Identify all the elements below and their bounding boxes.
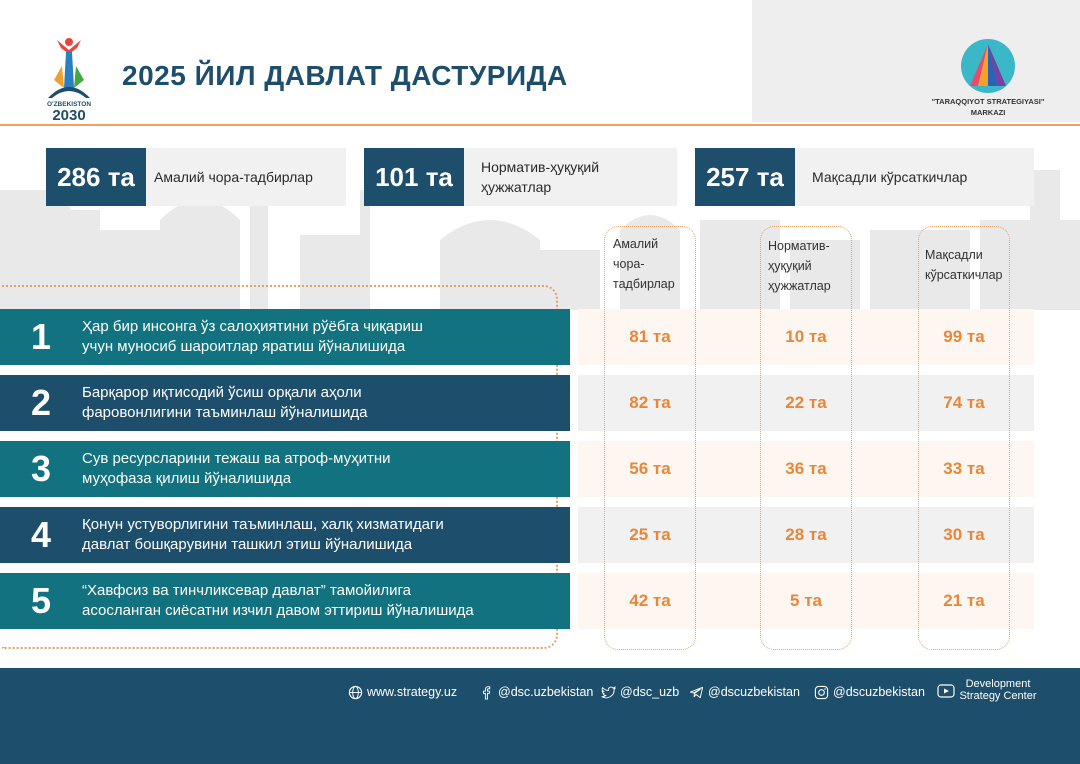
- value-cell: 30 та: [943, 525, 985, 544]
- stat-label: Норматив-ҳуқуқий ҳужжатлар: [481, 159, 600, 195]
- stat-box-target-indicators: 257 та Мақсадли кўрсаткичлар: [695, 148, 1034, 206]
- direction-bar: 2 Барқарор иқтисодий ўсиш орқали аҳоли ф…: [0, 375, 570, 431]
- row-values-background: [578, 507, 1034, 563]
- direction-number: 4: [30, 514, 52, 555]
- footer-telegram-text: @dscuzbekistan: [708, 685, 800, 699]
- table-row: 4 Қонун устуворлигини таъминлаш, халқ хи…: [0, 507, 1034, 563]
- row-values-background: [578, 375, 1034, 431]
- value-cell: 81 та: [629, 327, 671, 346]
- footer-brand: Development Strategy Center: [958, 678, 1038, 702]
- twitter-icon: [601, 685, 616, 698]
- footer-website-text: www.strategy.uz: [367, 685, 458, 699]
- footer-website-link[interactable]: www.strategy.uz: [348, 684, 457, 700]
- value-cell: 22 та: [785, 393, 827, 412]
- direction-bar: 4 Қонун устуворлигини таъминлаш, халқ хи…: [0, 507, 570, 563]
- value-cell: 36 та: [785, 459, 827, 478]
- direction-text-line: Ҳар бир инсонга ўз салоҳиятини рўёбга чи…: [82, 318, 423, 335]
- direction-text: Қонун устуворлигини таъминлаш, халқ хизм…: [82, 515, 444, 555]
- footer-facebook-link[interactable]: @dsc.uzbekistan: [479, 684, 593, 700]
- direction-text-line: давлат бошқарувини ташкил этиш йўналишид…: [82, 536, 413, 553]
- value-cell: 82 та: [629, 393, 671, 412]
- footer-twitter-link[interactable]: @dsc_uzb: [601, 684, 679, 700]
- uzbekistan-2030-logo: O'ZBEKISTON 2030: [47, 38, 91, 122]
- svg-text:2030: 2030: [52, 107, 85, 122]
- direction-text: “Хавфсиз ва тинчликсевар давлат” тамойил…: [82, 581, 474, 621]
- stat-number: 101 та: [364, 148, 464, 206]
- footer-telegram-link[interactable]: @dscuzbekistan: [689, 684, 800, 700]
- instagram-icon: [814, 685, 829, 699]
- stat-label: Мақсадли кўрсаткичлар: [812, 169, 968, 185]
- footer-twitter-text: @dsc_uzb: [620, 685, 680, 699]
- footer-brand-line: Development: [965, 678, 1031, 690]
- footer-brand-line: Strategy Center: [959, 690, 1037, 702]
- direction-text-line: учун муносиб шароитлар яратиш йўналишида: [82, 338, 406, 355]
- value-cell: 5 та: [790, 591, 822, 610]
- value-cell: 21 та: [943, 591, 985, 610]
- direction-number: 1: [30, 316, 52, 357]
- direction-text: Барқарор иқтисодий ўсиш орқали аҳоли фар…: [82, 383, 367, 423]
- column-frame-target-indicators: [918, 226, 1010, 650]
- dsc-name: "TARAQQIYOT STRATEGIYASI" MARKAZI: [931, 97, 1045, 117]
- dsc-logo-icon: [961, 39, 1015, 93]
- footer: [0, 668, 1080, 764]
- column-header-legal-documents: Норматив-ҳуқуқий ҳужжатлар: [768, 239, 831, 293]
- stat-box-actions: 286 та Амалий чора-тадбирлар: [46, 148, 346, 206]
- stat-label: Амалий чора-тадбирлар: [154, 169, 313, 185]
- row-values-background: [578, 309, 1034, 365]
- value-cell: 33 та: [943, 459, 985, 478]
- table-row: 2 Барқарор иқтисодий ўсиш орқали аҳоли ф…: [0, 375, 1034, 431]
- value-cell: 42 та: [629, 591, 671, 610]
- footer-facebook-text: @dsc.uzbekistan: [498, 685, 594, 699]
- direction-text-line: фаровонлигини таъминлаш йўналишида: [82, 404, 368, 421]
- direction-bar: 3 Сув ресурсларини тежаш ва атроф-муҳитн…: [0, 441, 570, 497]
- value-cell: 28 та: [785, 525, 827, 544]
- direction-text-line: Сув ресурсларини тежаш ва атроф-муҳитни: [82, 450, 391, 467]
- direction-text-line: Қонун устуворлигини таъминлаш, халқ хизм…: [82, 516, 444, 533]
- page-title: 2025 ЙИЛ ДАВЛАТ ДАСТУРИДА: [122, 60, 568, 91]
- direction-bar: 5 “Хавфсиз ва тинчликсевар давлат” тамой…: [0, 573, 570, 629]
- telegram-icon: [689, 686, 704, 698]
- direction-bar: 1 Ҳар бир инсонга ўз салоҳиятини рўёбга …: [0, 309, 570, 365]
- table-row: 1 Ҳар бир инсонга ўз салоҳиятини рўёбга …: [0, 309, 1034, 365]
- table-row: 5 “Хавфсиз ва тинчликсевар давлат” тамой…: [0, 573, 1034, 629]
- youtube-icon[interactable]: [937, 684, 955, 698]
- globe-icon: [348, 685, 363, 699]
- column-header-target-indicators: Мақсадли кўрсаткичлар: [925, 248, 1003, 282]
- footer-instagram-link[interactable]: @dscuzbekistan: [814, 684, 925, 700]
- direction-number: 3: [30, 448, 52, 489]
- row-values-background: [578, 441, 1034, 497]
- direction-number: 2: [30, 382, 52, 423]
- value-cell: 99 та: [943, 327, 985, 346]
- column-header-actions: Амалий чора-тадбирлар: [613, 237, 675, 291]
- direction-text-line: “Хавфсиз ва тинчликсевар давлат” тамойил…: [82, 582, 412, 599]
- table-row: 3 Сув ресурсларини тежаш ва атроф-муҳитн…: [0, 441, 1034, 497]
- value-cell: 74 та: [943, 393, 985, 412]
- header-divider: [0, 124, 1080, 126]
- svg-text:O'ZBEKISTON: O'ZBEKISTON: [47, 101, 91, 108]
- value-cell: 25 та: [629, 525, 671, 544]
- facebook-icon: [483, 685, 491, 700]
- column-frame-legal-documents: [760, 226, 852, 650]
- value-cell: 56 та: [629, 459, 671, 478]
- direction-text: Ҳар бир инсонга ўз салоҳиятини рўёбга чи…: [82, 317, 423, 357]
- stat-box-legal-documents: 101 та Норматив-ҳуқуқий ҳужжатлар: [364, 148, 677, 206]
- direction-text: Сув ресурсларини тежаш ва атроф-муҳитни …: [82, 449, 391, 489]
- footer-instagram-text: @dscuzbekistan: [833, 685, 925, 699]
- value-cell: 10 та: [785, 327, 827, 346]
- dsc-logo-panel: [752, 0, 1080, 122]
- direction-text-line: асосланган сиёсатни изчил давом эттириш …: [82, 602, 474, 619]
- direction-text-line: муҳофаза қилиш йўналишида: [82, 470, 292, 487]
- stat-number: 286 та: [46, 148, 146, 206]
- direction-number: 5: [30, 580, 52, 621]
- direction-text-line: Барқарор иқтисодий ўсиш орқали аҳоли: [82, 384, 362, 401]
- stat-number: 257 та: [695, 148, 795, 206]
- city-skyline-illustration: [0, 170, 1080, 310]
- column-frame-actions: [604, 226, 696, 650]
- row-values-background: [578, 573, 1034, 629]
